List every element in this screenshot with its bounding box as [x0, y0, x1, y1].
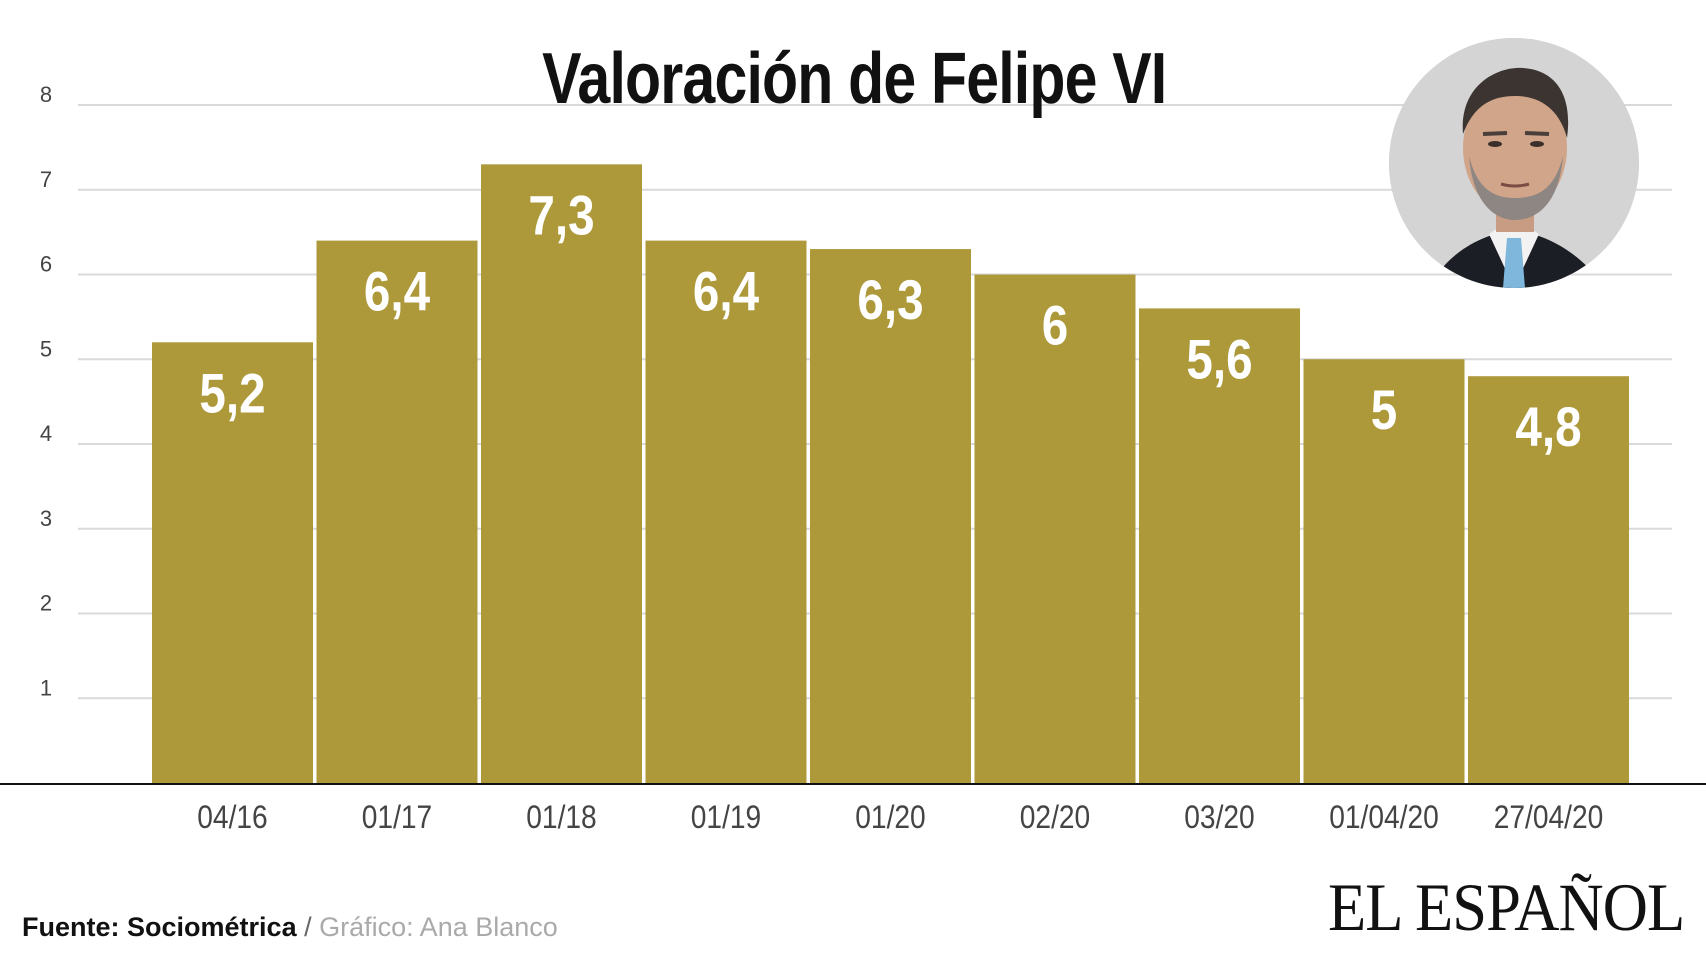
footer-separator: /: [304, 912, 312, 942]
bar: [974, 274, 1136, 783]
bar-value-label: 6,4: [693, 261, 759, 323]
bar: [481, 164, 642, 783]
chart-credit: Gráfico: Ana Blanco: [319, 912, 558, 942]
y-axis-ticks: 1 2 3 4 5 6 7 8: [40, 82, 52, 700]
bar-value-label: 7,3: [528, 185, 594, 247]
x-tick-label: 01/19: [691, 800, 761, 835]
y-tick-label: 1: [40, 675, 52, 700]
bars: [152, 164, 1629, 784]
y-tick-label: 4: [40, 421, 52, 446]
bar-value-label: 6,4: [364, 261, 430, 323]
y-tick-label: 3: [40, 506, 52, 531]
x-tick-label: 01/17: [362, 800, 432, 835]
bar-value-label: 5,2: [199, 363, 265, 425]
x-tick-label: 01/18: [526, 800, 596, 835]
bar-value-label: 6,3: [857, 270, 923, 332]
x-tick-label: 04/16: [197, 800, 267, 835]
y-tick-label: 2: [40, 591, 52, 616]
bar: [810, 249, 971, 783]
x-tick-label: 02/20: [1020, 800, 1090, 835]
x-tick-label: 01/04/20: [1329, 800, 1439, 835]
bar: [1139, 308, 1300, 783]
bar-value-label: 6: [1042, 295, 1068, 357]
bar-value-label: 5,6: [1186, 329, 1252, 391]
brand-logo: EL ESPAÑOL: [1327, 869, 1685, 945]
bar-value-labels: 5,2 6,4 7,3 6,4 6,3 6 5,6 5 4,8: [199, 185, 1581, 459]
bar: [152, 342, 313, 783]
chart-title: Valoración de Felipe VI: [542, 39, 1167, 119]
y-tick-label: 8: [40, 82, 52, 107]
bar-value-label: 4,8: [1515, 397, 1581, 459]
x-tick-label: 01/20: [855, 800, 925, 835]
bar: [1303, 359, 1465, 783]
source-label: Fuente:: [22, 912, 120, 942]
y-tick-label: 7: [40, 167, 52, 192]
portrait-photo: [1389, 38, 1639, 288]
source-footer: Fuente: Sociométrica / Gráfico: Ana Blan…: [22, 912, 558, 943]
y-tick-label: 6: [40, 252, 52, 277]
bar: [316, 240, 478, 784]
source-name: Sociométrica: [127, 912, 297, 942]
x-axis-ticks: 04/16 01/17 01/18 01/19 01/20 02/20 03/20 01/04…: [197, 800, 1603, 835]
y-tick-label: 5: [40, 336, 52, 361]
bar: [645, 240, 807, 784]
x-tick-label: 03/20: [1184, 800, 1254, 835]
bar-value-label: 5: [1371, 380, 1397, 442]
bar: [1468, 376, 1629, 783]
x-tick-label: 27/04/20: [1494, 800, 1604, 835]
